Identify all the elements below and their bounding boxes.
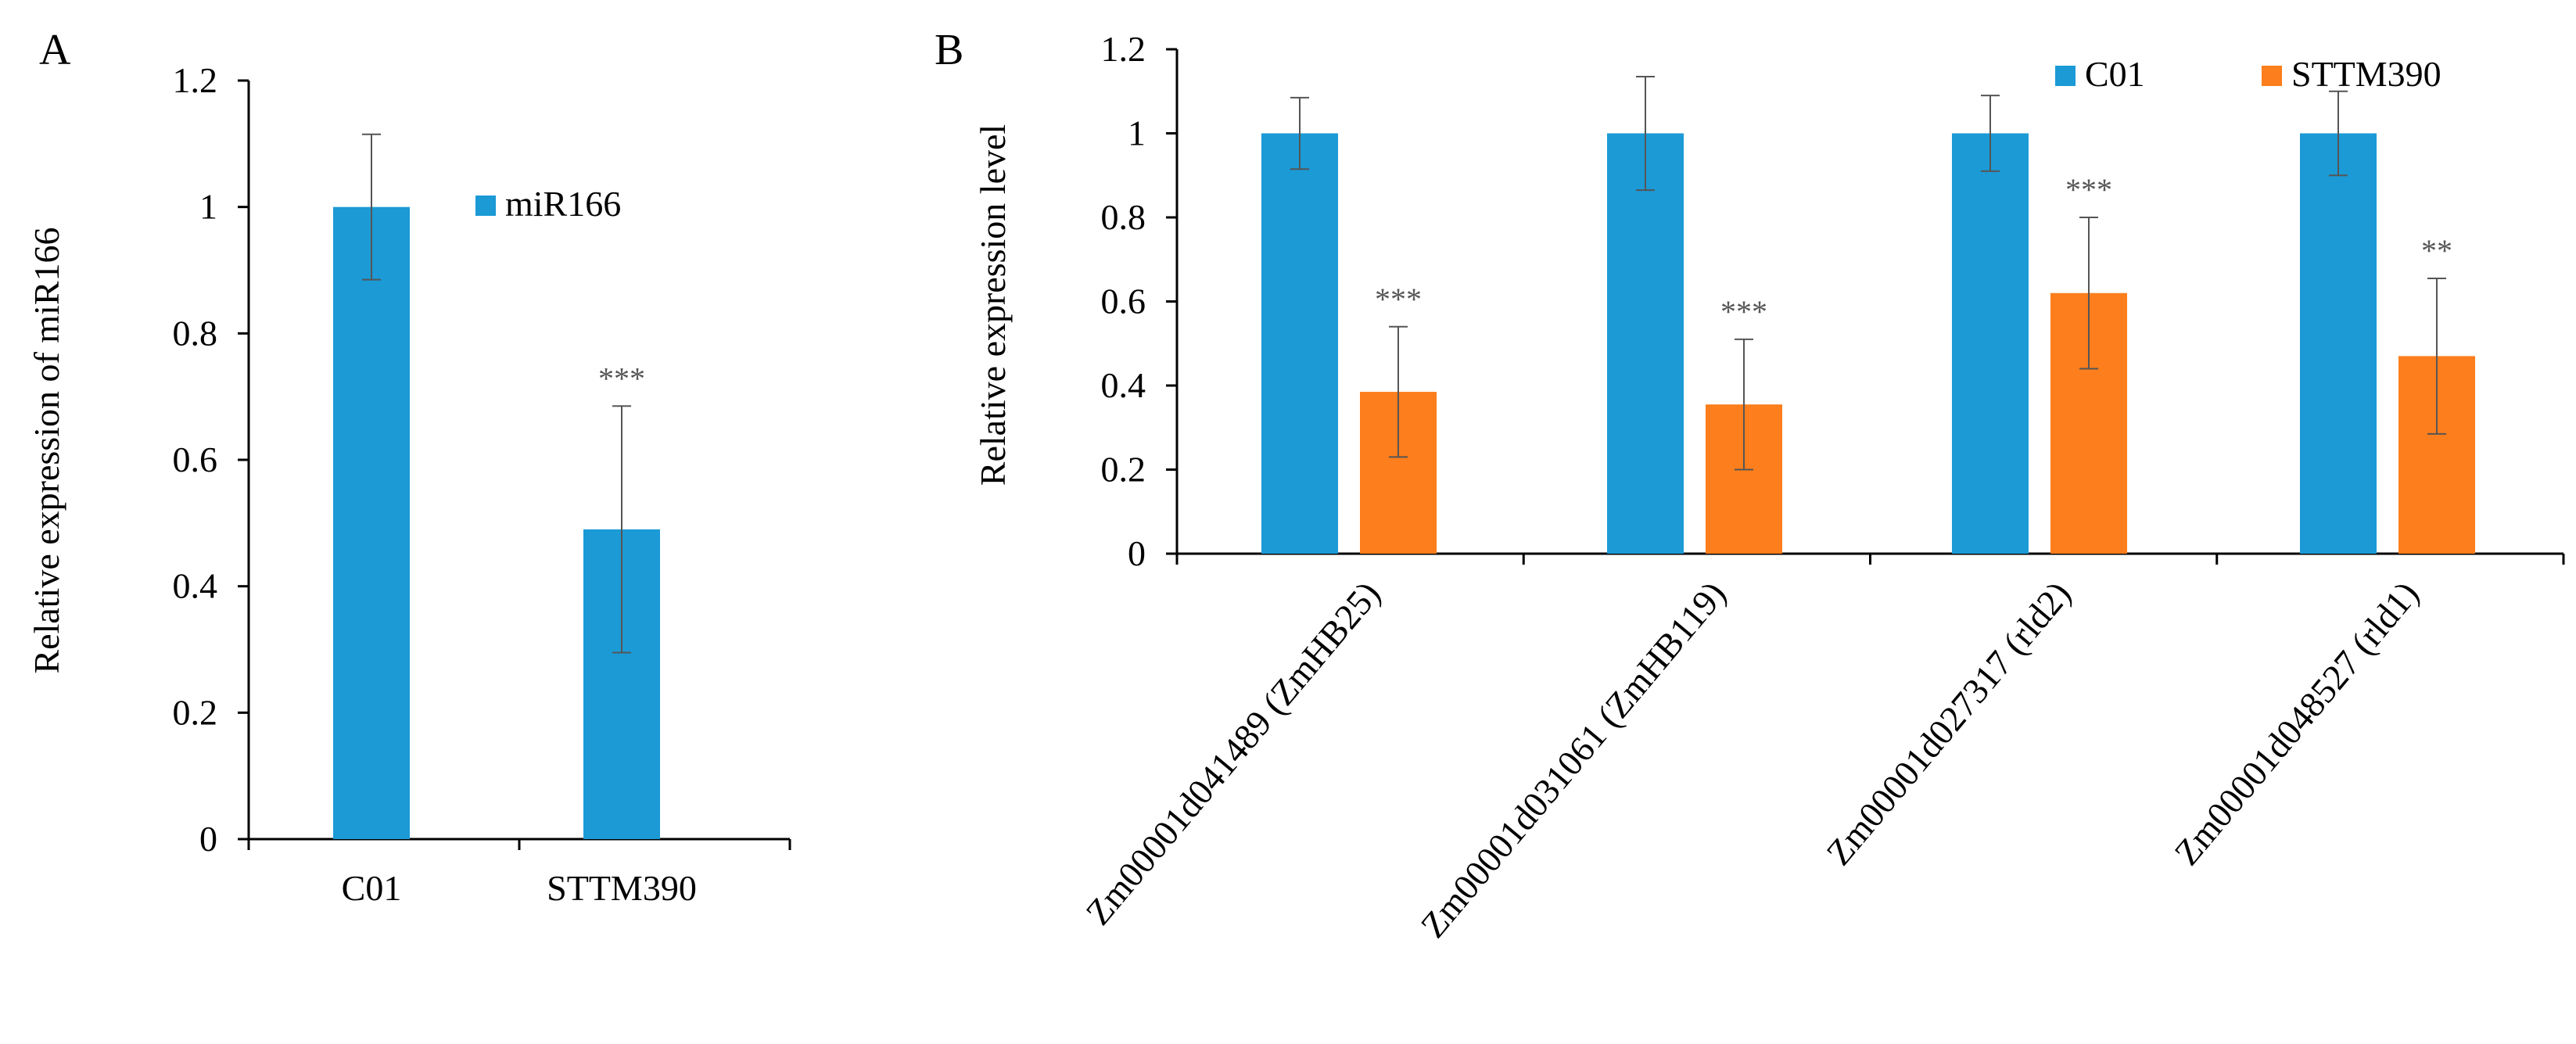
x-tick-label: STTM390 <box>547 868 697 908</box>
y-tick-label: 0.4 <box>173 566 218 606</box>
panel-a-bars: *** <box>333 133 660 840</box>
y-tick-label: 0.8 <box>173 313 218 353</box>
panel-b-legend: C01 STTM390 <box>2055 54 2441 94</box>
x-tick-label: Zm00001d048527 (rld1) <box>2166 574 2426 873</box>
panel-a-letter: A <box>39 26 71 74</box>
y-tick-label: 1.2 <box>1101 29 1146 69</box>
panel-a-legend: miR166 <box>475 184 621 224</box>
significance-label: ** <box>2421 233 2452 268</box>
significance-label: *** <box>2065 172 2112 207</box>
y-tick-label: 0.8 <box>1101 197 1146 237</box>
bar <box>1261 133 1338 554</box>
bar <box>1607 133 1684 554</box>
bar <box>333 206 410 840</box>
y-tick-label: 0 <box>199 819 217 859</box>
legend-label: C01 <box>2085 54 2145 94</box>
legend-swatch <box>2055 66 2076 86</box>
significance-label: *** <box>1375 282 1422 317</box>
y-tick-label: 0.2 <box>173 692 218 732</box>
x-tick-label: Zm00001d041489 (ZmHB25) <box>1078 574 1387 933</box>
y-tick-label: 0.6 <box>173 439 218 479</box>
significance-label: *** <box>598 361 645 396</box>
panel-a-chart: A Relative expression of miR166 00.20.40… <box>27 26 791 908</box>
significance-label: *** <box>1720 294 1767 329</box>
legend-label: STTM390 <box>2291 54 2441 94</box>
y-tick-label: 0.2 <box>1101 450 1146 490</box>
y-tick-label: 0.4 <box>1101 365 1146 405</box>
bar <box>2300 133 2377 554</box>
x-tick-label: Zm00001d027317 (rld2) <box>1818 574 2078 873</box>
panel-b-letter: B <box>935 26 963 74</box>
panel-b-y-axis-label: Relative expression level <box>973 124 1013 486</box>
y-tick-label: 0 <box>1128 533 1146 573</box>
y-tick-label: 1.2 <box>173 60 218 100</box>
x-tick-label: Zm00001d031061 (ZmHB119) <box>1413 574 1734 945</box>
panel-b-bars: *** ******** <box>1261 75 2475 554</box>
legend-swatch <box>475 196 496 216</box>
y-tick-label: 1 <box>1128 113 1146 153</box>
panel-a-y-axis-label: Relative expression of miR166 <box>27 227 66 673</box>
y-tick-label: 0.6 <box>1101 282 1146 321</box>
panel-b-chart: B Relative expression level 0 0.2 0.4 0.6 0.… <box>935 26 2565 945</box>
legend-swatch <box>2262 66 2282 86</box>
panel-a-axes: 0 0.2 0.4 0.6 0.8 1 1.2 C01 STTM390 <box>173 60 791 908</box>
y-tick-label: 1 <box>199 187 217 227</box>
legend-label: miR166 <box>505 184 621 224</box>
x-tick-label: C01 <box>342 868 402 908</box>
bar <box>1952 133 2029 554</box>
